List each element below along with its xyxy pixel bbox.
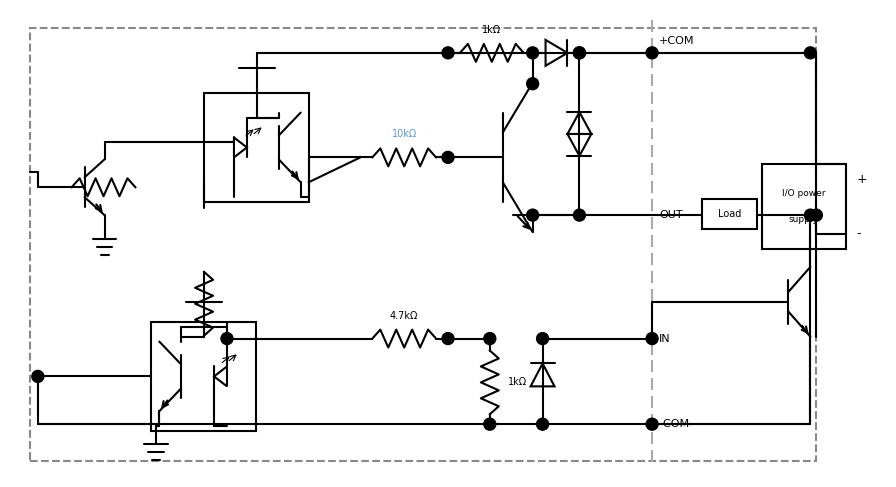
Text: 10kΩ: 10kΩ	[392, 130, 417, 139]
Text: -COM: -COM	[659, 419, 689, 429]
Text: -: -	[857, 227, 861, 240]
Circle shape	[805, 47, 816, 59]
Circle shape	[221, 333, 233, 344]
Circle shape	[805, 209, 816, 221]
Text: 1kΩ: 1kΩ	[508, 377, 527, 387]
Circle shape	[537, 418, 548, 430]
Circle shape	[442, 47, 454, 59]
Circle shape	[573, 47, 585, 59]
Circle shape	[527, 78, 538, 90]
Circle shape	[527, 47, 538, 59]
Text: 1kΩ: 1kΩ	[482, 25, 502, 35]
Text: supply: supply	[789, 215, 819, 224]
Circle shape	[484, 333, 495, 344]
Bar	[151, 321, 256, 431]
Circle shape	[484, 418, 495, 430]
Circle shape	[537, 333, 548, 344]
Circle shape	[32, 371, 44, 382]
Circle shape	[442, 333, 454, 344]
Circle shape	[646, 47, 658, 59]
Circle shape	[646, 333, 658, 344]
Bar	[204, 93, 308, 202]
Circle shape	[573, 209, 585, 221]
Circle shape	[527, 209, 538, 221]
Bar	[702, 199, 756, 229]
Text: +: +	[857, 173, 866, 186]
Circle shape	[442, 151, 454, 163]
Circle shape	[646, 418, 658, 430]
Text: I/O power: I/O power	[782, 189, 825, 199]
Text: IN: IN	[659, 334, 671, 343]
Text: 4.7kΩ: 4.7kΩ	[390, 311, 418, 320]
Circle shape	[810, 209, 823, 221]
Circle shape	[573, 47, 585, 59]
Text: Load: Load	[718, 209, 741, 219]
Text: +COM: +COM	[659, 36, 694, 46]
Bar	[762, 164, 846, 249]
Bar	[30, 28, 816, 461]
Text: OUT: OUT	[659, 210, 683, 220]
